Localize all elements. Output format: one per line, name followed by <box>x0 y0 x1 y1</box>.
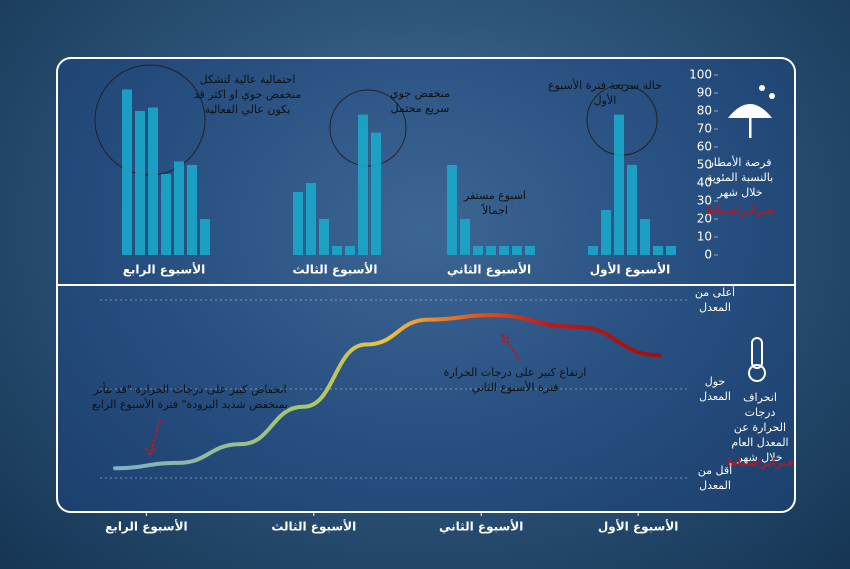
y-tick-label: 40 <box>697 176 712 190</box>
y-tick-label: 60 <box>697 140 712 154</box>
bar <box>486 246 496 255</box>
bar <box>174 161 184 255</box>
thermometer-icon <box>748 337 766 382</box>
temperature-line <box>113 313 662 471</box>
bar <box>306 183 316 255</box>
month-label: فبراير/شباط <box>725 456 795 469</box>
bar <box>200 219 210 255</box>
bar <box>122 89 132 256</box>
bar <box>614 114 624 255</box>
x-tick-label: الأسبوع الثاني <box>439 519 523 535</box>
group-label: الأسبوع الثاني <box>447 262 531 278</box>
y-tick-label: 70 <box>697 122 712 136</box>
bar <box>666 246 676 255</box>
bar <box>627 165 637 255</box>
y-tick-label: 90 <box>697 86 712 100</box>
y-tick-label: 80 <box>697 104 712 118</box>
y-tick-label: 20 <box>697 212 712 226</box>
bar <box>148 107 158 256</box>
bar <box>460 219 470 255</box>
annotation: حالة سريعة فترة الأسبوع الأول <box>548 79 662 107</box>
bar <box>653 246 663 255</box>
group-label: الأسبوع الرابع <box>123 262 206 278</box>
y-tick-label: حول المعدل <box>699 375 731 403</box>
y-tick-label: أعلى من المعدل <box>694 286 736 314</box>
bar <box>187 165 197 255</box>
bar <box>319 219 329 255</box>
x-tick-label: الأسبوع الرابع <box>105 519 188 535</box>
umbrella-icon <box>728 85 775 138</box>
group-label: الأسبوع الأول <box>590 262 671 278</box>
bar <box>293 192 303 255</box>
y-tick-label: 30 <box>697 194 712 208</box>
y-tick-label: 10 <box>697 230 712 244</box>
annotation: اسبوع مستقر اجمالاً <box>464 189 526 217</box>
y-tick-label: 0 <box>704 248 712 262</box>
annotation: منخفض جوي سريع محتمل <box>390 87 450 115</box>
arrow <box>501 334 521 361</box>
x-tick-label: الأسبوع الثالث <box>271 519 356 535</box>
bar <box>512 246 522 255</box>
bar <box>447 165 457 255</box>
bar <box>358 114 368 255</box>
y-tick-label: 100 <box>689 68 712 82</box>
bar <box>499 246 509 255</box>
bar <box>588 246 598 255</box>
bar <box>473 246 483 255</box>
y-axis-label: فرصة الأمطار بالنسبة المئوية خلال شهر <box>706 156 774 199</box>
arrow <box>145 419 161 456</box>
month-label: فبراير/شباط <box>705 204 775 217</box>
bar <box>601 210 611 255</box>
annotation: انخفاض كبير على درجات الحرارة "قد تتأثر … <box>92 383 288 411</box>
y-axis-label: انحراف درجات الحرارة عن المعدل العام خلا… <box>731 391 789 464</box>
bar <box>161 174 171 255</box>
y-tick-label: 50 <box>697 158 712 172</box>
group-label: الأسبوع الثالث <box>293 262 378 278</box>
bar <box>525 246 535 255</box>
bar <box>640 219 650 255</box>
bar <box>135 111 145 255</box>
bar <box>371 132 381 255</box>
x-tick-label: الأسبوع الأول <box>598 519 679 535</box>
bar <box>332 246 342 255</box>
y-tick-label: أقل من المعدل <box>697 464 733 492</box>
annotation: ارتفاع كبير على درجات الحرارة فترة الأسب… <box>443 366 587 394</box>
bar <box>345 246 355 255</box>
annotation: احتمالية عالية لتشكل منخفض جوي او اكثر ق… <box>193 73 302 116</box>
